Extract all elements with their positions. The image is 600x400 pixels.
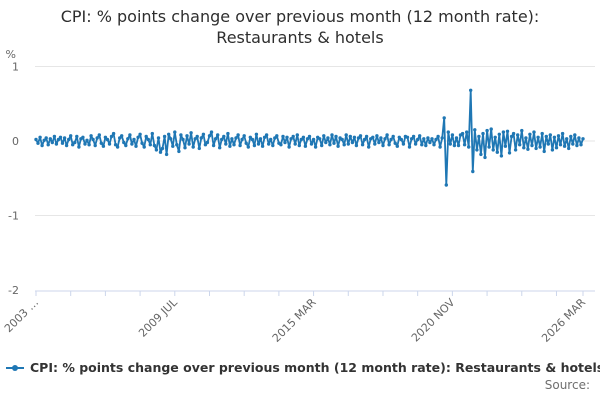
series-markers [34,88,585,187]
svg-text:-2: -2 [8,284,19,297]
chart-title: CPI: % points change over previous month… [60,7,540,47]
svg-text:2003 …: 2003 … [2,296,41,335]
legend-item[interactable]: CPI: % points change over previous month… [5,360,600,375]
svg-text:2020 NOV: 2020 NOV [409,296,458,345]
source-label: Source: [544,378,590,392]
y-axis-labels: 1 0 -1 -2 [8,61,19,298]
y-axis-unit-label: % [6,48,16,61]
svg-text:1: 1 [12,61,19,74]
legend-line-marker-icon [6,364,24,371]
x-axis-ticks [35,291,584,296]
svg-text:2026 MAR: 2026 MAR [539,296,588,345]
svg-text:-1: -1 [8,210,19,223]
svg-text:2009 JUL: 2009 JUL [136,295,180,339]
x-axis-labels: 2003 … 2009 JUL 2015 MAR 2020 NOV 2026 MAR [2,295,588,345]
y-gridlines [35,66,595,216]
legend-label: CPI: % points change over previous month… [30,360,600,375]
svg-text:0: 0 [12,135,19,148]
legend: CPI: % points change over previous month… [0,360,600,375]
svg-text:2015 MAR: 2015 MAR [270,296,319,345]
